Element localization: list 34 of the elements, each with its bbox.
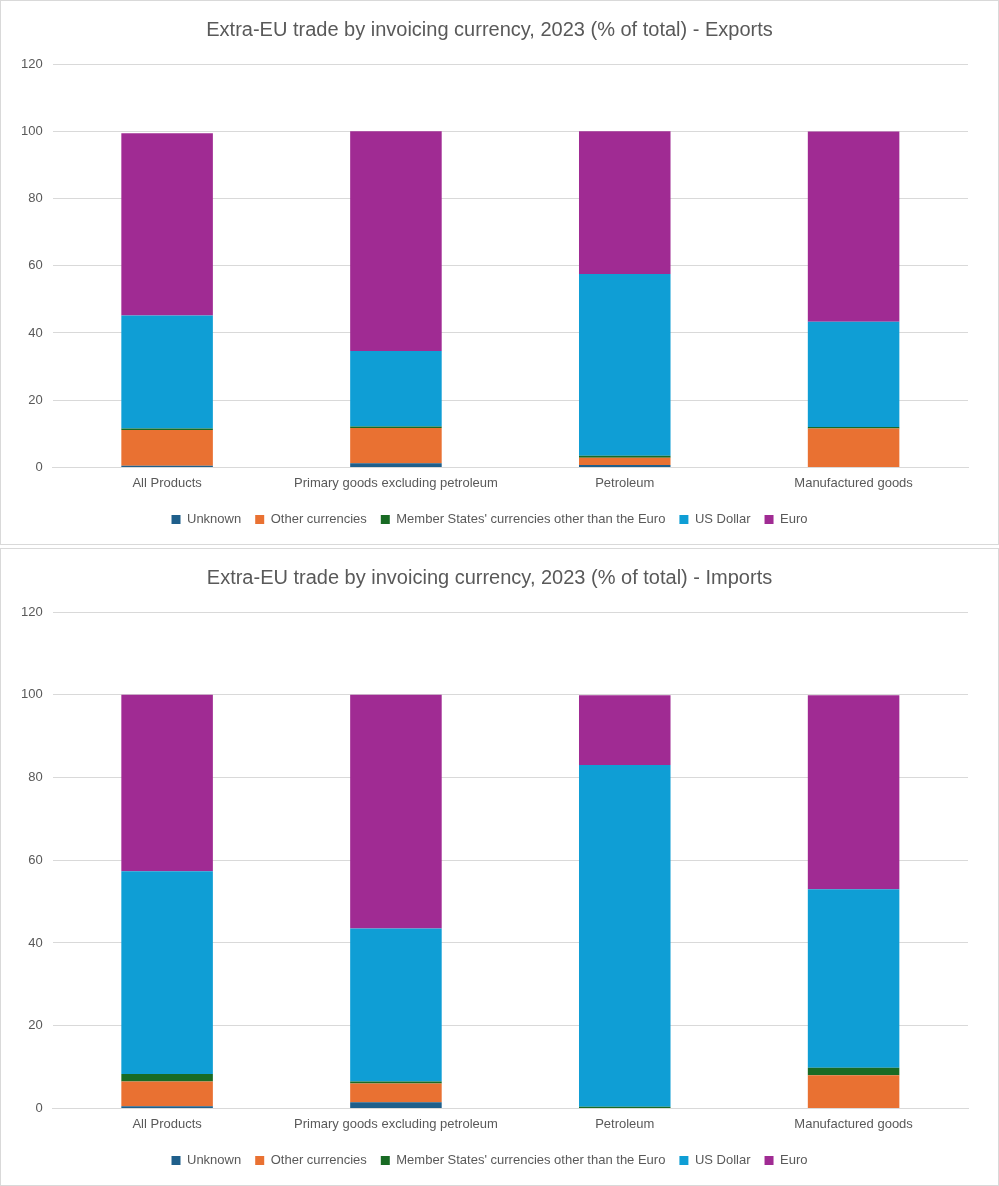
x-tick-label: Petroleum bbox=[595, 474, 655, 490]
y-tick-label: 100 bbox=[20, 686, 43, 702]
legend-label: Other currencies bbox=[270, 1152, 368, 1168]
legend-label: US Dollar bbox=[694, 511, 752, 527]
legend-label: Euro bbox=[780, 1152, 808, 1168]
y-tick-label: 0 bbox=[35, 458, 43, 474]
x-tick-label: Primary goods excluding petroleum bbox=[294, 1115, 498, 1131]
y-tick-label: 0 bbox=[35, 1099, 43, 1115]
legend-label: Member States' currencies other than the Euro bbox=[396, 1152, 666, 1168]
y-tick-label: 40 bbox=[28, 324, 43, 340]
y-tick-label: 20 bbox=[28, 391, 43, 407]
x-tick-label: All Products bbox=[132, 1115, 203, 1131]
x-tick-label: Manufactured goods bbox=[794, 1115, 914, 1131]
x-tick-label: Petroleum bbox=[595, 1115, 655, 1131]
x-tick-label: Manufactured goods bbox=[794, 474, 914, 490]
y-tick-label: 80 bbox=[28, 190, 43, 206]
legend-label: US Dollar bbox=[694, 1152, 752, 1168]
chart-title: Extra-EU trade by invoicing currency, 2023 (% of total) - Imports bbox=[206, 565, 773, 588]
y-tick-label: 120 bbox=[20, 603, 43, 619]
legend-label: Other currencies bbox=[270, 511, 368, 527]
y-tick-label: 60 bbox=[28, 851, 43, 867]
y-tick-label: 60 bbox=[28, 257, 43, 273]
legend-label: Unknown bbox=[187, 511, 242, 527]
y-tick-label: 80 bbox=[28, 769, 43, 785]
y-tick-label: 20 bbox=[28, 1017, 43, 1033]
chart-title: Extra-EU trade by invoicing currency, 2023 (% of total) - Exports bbox=[206, 17, 773, 40]
legend-label: Euro bbox=[780, 511, 808, 527]
legend-label: Unknown bbox=[187, 1152, 242, 1168]
legend-label: Member States' currencies other than the Euro bbox=[396, 511, 666, 527]
y-tick-label: 40 bbox=[28, 934, 43, 950]
y-tick-label: 120 bbox=[20, 55, 43, 71]
x-tick-label: Primary goods excluding petroleum bbox=[294, 474, 498, 490]
y-tick-label: 100 bbox=[20, 122, 43, 138]
x-tick-label: All Products bbox=[132, 474, 203, 490]
